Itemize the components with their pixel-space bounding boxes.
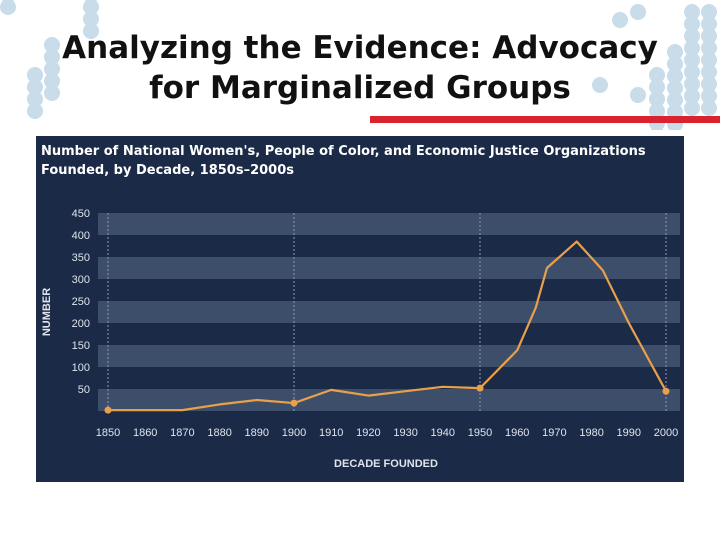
- decorative-circle: [684, 28, 700, 44]
- decorative-circle: [701, 76, 717, 92]
- y-tick-label: 200: [72, 318, 90, 330]
- chart-title: Number of National Women's, People of Co…: [41, 142, 671, 180]
- decorative-circle: [684, 16, 700, 32]
- x-tick-label: 1890: [245, 427, 269, 439]
- x-tick-label: 1870: [170, 427, 194, 439]
- decorative-circle: [649, 91, 665, 107]
- decorative-circle: [83, 0, 99, 15]
- decorative-circle: [684, 52, 700, 68]
- x-tick-label: 1960: [505, 427, 529, 439]
- y-tick-label: 100: [72, 362, 90, 374]
- y-axis-label: NUMBER: [41, 288, 53, 336]
- decorative-circle: [649, 79, 665, 95]
- decorative-circle: [684, 76, 700, 92]
- x-tick-label: 1860: [133, 427, 157, 439]
- decorative-circle: [83, 23, 99, 39]
- slide-title-line-2: for Marginalized Groups: [149, 70, 571, 106]
- slide-title-line-1: Analyzing the Evidence: Advocacy: [62, 30, 658, 66]
- decorative-circle: [27, 103, 43, 119]
- x-tick-label: 1990: [617, 427, 641, 439]
- grid-band: [98, 257, 680, 279]
- decorative-circle: [684, 100, 700, 116]
- x-tick-label: 1850: [96, 427, 120, 439]
- decorative-circle: [44, 73, 60, 89]
- decorative-circle: [684, 64, 700, 80]
- decorative-circle: [701, 88, 717, 104]
- y-tick-label: 50: [78, 384, 90, 396]
- chart-title-line-2: Founded, by Decade, 1850s–2000s: [41, 163, 295, 178]
- y-tick-label: 400: [72, 230, 90, 242]
- decorative-circle: [667, 80, 683, 96]
- decorative-circle: [701, 100, 717, 116]
- decorative-circle: [667, 44, 683, 60]
- chart-title-line-1: Number of National Women's, People of Co…: [41, 144, 646, 159]
- decorative-circle: [649, 67, 665, 83]
- decorative-circle: [684, 4, 700, 20]
- x-tick-label: 2000: [654, 427, 678, 439]
- decorative-circle-pattern: [0, 0, 717, 130]
- series-line: [108, 240, 667, 412]
- x-tick-label: 1880: [207, 427, 231, 439]
- decorative-circle: [649, 103, 665, 119]
- slide-title: Analyzing the Evidence: Advocacy for Mar…: [20, 28, 700, 108]
- decorative-circle: [27, 67, 43, 83]
- x-axis-label: DECADE FOUNDED: [334, 458, 438, 470]
- grid-band: [98, 213, 680, 235]
- y-tick-label: 350: [72, 252, 90, 264]
- decorative-circle: [44, 49, 60, 65]
- x-tick-label: 1980: [579, 427, 603, 439]
- decorative-circle: [44, 37, 60, 53]
- decorative-circle: [701, 16, 717, 32]
- line-chart: 50 100 150 200 250 300 350 400 450 1850 1860 1870 18…: [41, 208, 680, 470]
- decorative-circle: [667, 92, 683, 108]
- x-tick-label: 1950: [468, 427, 492, 439]
- decorative-circle: [667, 56, 683, 72]
- red-divider-bar: [370, 116, 720, 123]
- x-tick-label: 1920: [356, 427, 380, 439]
- decorative-circle: [701, 52, 717, 68]
- decorative-circle: [684, 40, 700, 56]
- x-tick-label: 1910: [319, 427, 343, 439]
- x-tick-label: 1940: [431, 427, 455, 439]
- decorative-circle: [650, 127, 664, 130]
- decorative-circle: [83, 11, 99, 27]
- x-tick-label: 1900: [282, 427, 306, 439]
- decorative-circle: [701, 64, 717, 80]
- decorative-circle: [0, 0, 16, 15]
- data-point-marker: [104, 406, 112, 414]
- grid-band: [98, 389, 680, 411]
- decorative-circle: [701, 4, 717, 20]
- decorative-circle: [44, 85, 60, 101]
- data-point-marker: [290, 399, 298, 407]
- data-point-marker: [662, 387, 670, 395]
- grid-band: [98, 301, 680, 323]
- decorative-circle: [612, 12, 628, 28]
- decorative-circle: [667, 68, 683, 84]
- y-tick-label: 450: [72, 208, 90, 220]
- y-tick-label: 250: [72, 296, 90, 308]
- decorative-circle: [27, 91, 43, 107]
- decorative-circle: [701, 40, 717, 56]
- decorative-circle: [701, 28, 717, 44]
- y-tick-label: 300: [72, 274, 90, 286]
- chart-panel: 50 100 150 200 250 300 350 400 450 1850 1860 1870 18…: [36, 136, 684, 482]
- x-tick-label: 1930: [393, 427, 417, 439]
- decorative-circle: [44, 61, 60, 77]
- y-tick-label: 150: [72, 340, 90, 352]
- grid-band: [98, 345, 680, 367]
- decorative-circle: [630, 87, 646, 103]
- decorative-circle: [592, 77, 608, 93]
- decorative-circle: [684, 88, 700, 104]
- data-point-marker: [476, 384, 484, 392]
- x-tick-label: 1970: [542, 427, 566, 439]
- decorative-circle: [27, 79, 43, 95]
- decorative-circle: [630, 4, 646, 20]
